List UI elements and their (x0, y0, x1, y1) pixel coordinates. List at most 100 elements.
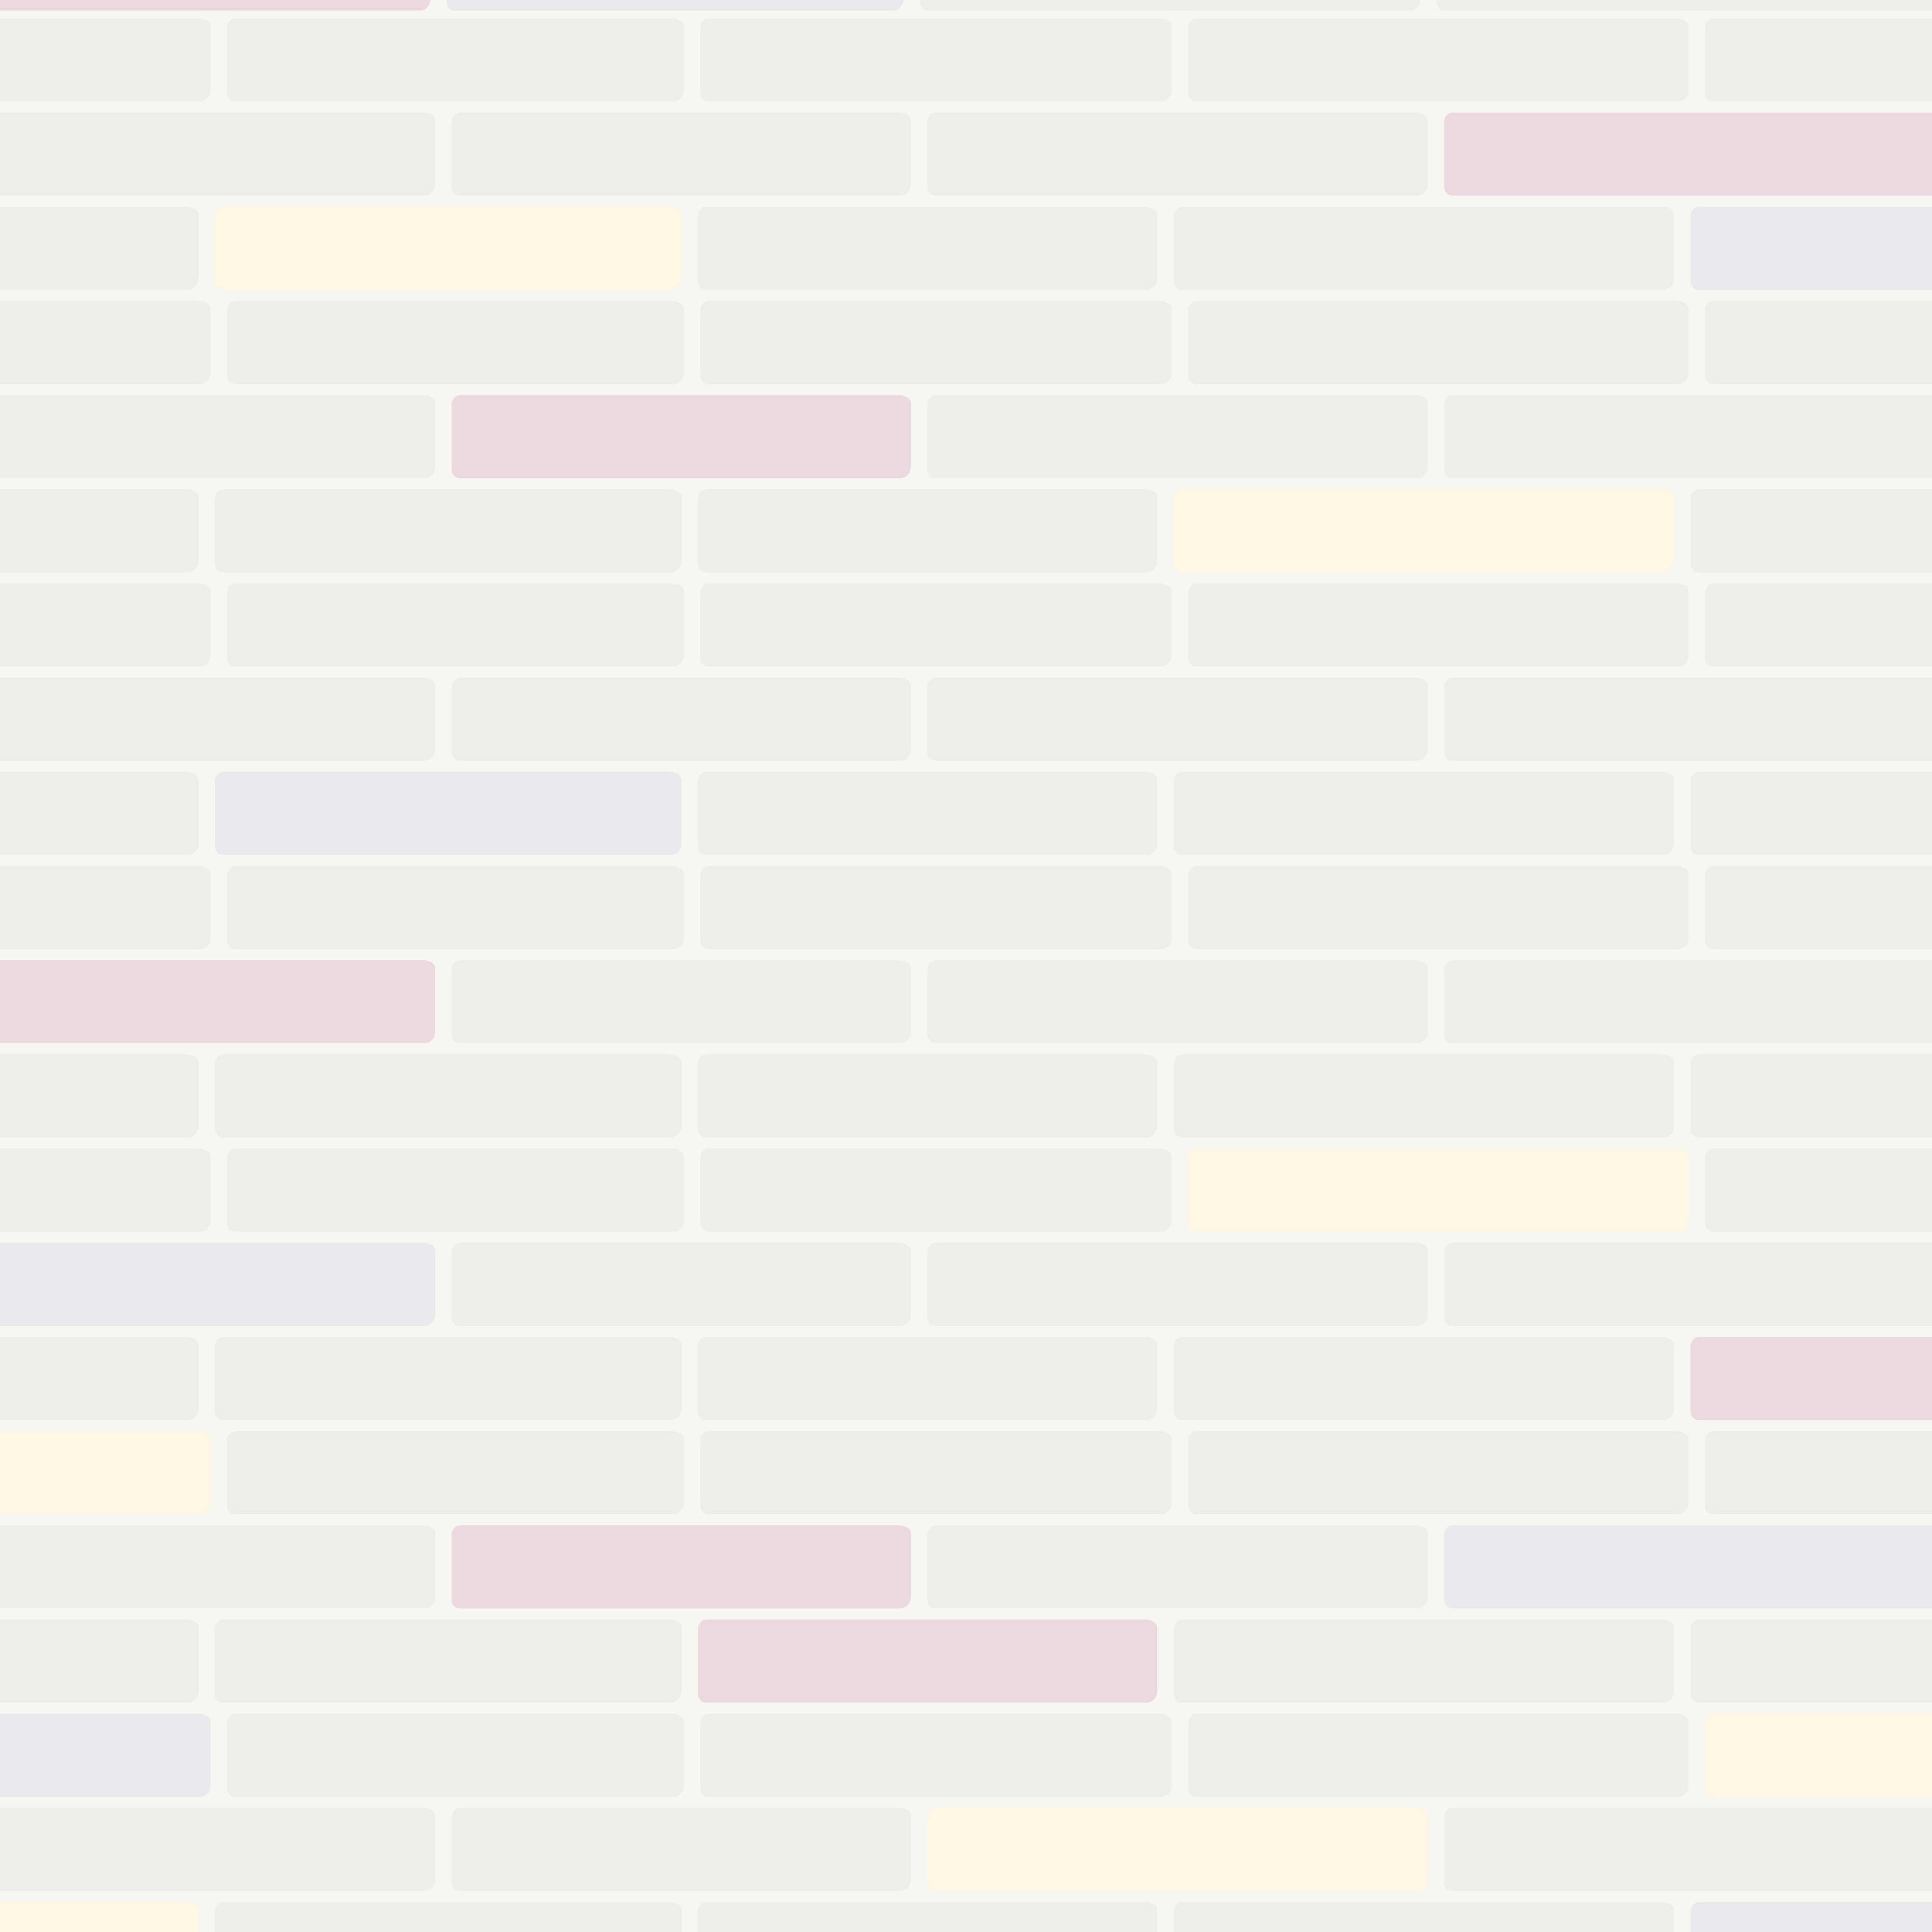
brick (1705, 866, 1932, 949)
brick (1188, 1714, 1689, 1797)
brick (0, 1243, 435, 1326)
brick (1444, 1808, 1932, 1891)
brick (1437, 0, 1932, 11)
brick (0, 1902, 199, 1932)
brick (700, 583, 1172, 667)
brick (927, 1243, 1428, 1326)
brick (215, 1902, 682, 1932)
brick (215, 772, 682, 855)
brick (700, 18, 1172, 101)
brick (1690, 1902, 1932, 1932)
brick (1188, 1149, 1689, 1232)
brick (227, 866, 684, 949)
brick (0, 1054, 199, 1137)
brick (452, 1525, 911, 1608)
brick (0, 113, 435, 196)
brick (700, 1431, 1172, 1514)
brick (700, 1149, 1172, 1232)
brick (215, 1619, 682, 1703)
brick (1705, 1431, 1932, 1514)
brick (215, 489, 682, 572)
brick (1444, 1525, 1932, 1608)
brick (920, 0, 1421, 11)
brick (1444, 395, 1932, 478)
brick (215, 1054, 682, 1137)
brick (1705, 301, 1932, 384)
brick (0, 1808, 435, 1891)
brick (1690, 489, 1932, 572)
brick (1705, 1149, 1932, 1232)
brick (227, 583, 684, 667)
brick (0, 18, 211, 101)
brick (1444, 1243, 1932, 1326)
brick (1174, 1902, 1674, 1932)
brick (0, 960, 435, 1043)
brick (1188, 18, 1689, 101)
brick (1705, 1714, 1932, 1797)
brick (1705, 18, 1932, 101)
brick (927, 1525, 1428, 1608)
brick (227, 1714, 684, 1797)
brick (1690, 1054, 1932, 1137)
brick (452, 678, 911, 761)
brick (0, 1619, 199, 1703)
brick (0, 678, 435, 761)
brick (215, 207, 682, 290)
brick (0, 1149, 211, 1232)
brick (452, 395, 911, 478)
brick (227, 18, 684, 101)
brick (0, 207, 199, 290)
brick (1174, 772, 1674, 855)
brick (1690, 772, 1932, 855)
brick (698, 1054, 1157, 1137)
brick (927, 960, 1428, 1043)
brick (1174, 1054, 1674, 1137)
brick (447, 0, 904, 11)
brick (1444, 960, 1932, 1043)
brick (927, 678, 1428, 761)
brick (1690, 207, 1932, 290)
brick (698, 1337, 1157, 1420)
brick (0, 489, 199, 572)
brick (0, 0, 430, 11)
brick (1444, 678, 1932, 761)
brick (1174, 207, 1674, 290)
brick (0, 772, 199, 855)
brick (1174, 1619, 1674, 1703)
brick (0, 866, 211, 949)
brick (700, 301, 1172, 384)
brick (927, 1808, 1428, 1891)
brick (1188, 866, 1689, 949)
brick (0, 1714, 211, 1797)
brick (1444, 113, 1932, 196)
brick (1690, 1337, 1932, 1420)
brick (1174, 1337, 1674, 1420)
brick (1188, 583, 1689, 667)
brick (0, 583, 211, 667)
brick (927, 395, 1428, 478)
brick (227, 1431, 684, 1514)
brick (1188, 1431, 1689, 1514)
brick (227, 1149, 684, 1232)
brick (700, 866, 1172, 949)
brick (698, 489, 1157, 572)
brick (1188, 301, 1689, 384)
brick (452, 1243, 911, 1326)
brick (698, 772, 1157, 855)
brick (452, 960, 911, 1043)
brick (1705, 583, 1932, 667)
brick (0, 395, 435, 478)
brick (1174, 489, 1674, 572)
brick (0, 301, 211, 384)
brick (698, 207, 1157, 290)
brick (698, 1902, 1157, 1932)
brick (1690, 1619, 1932, 1703)
brick (0, 1525, 435, 1608)
brick (0, 1337, 199, 1420)
brick (0, 1431, 211, 1514)
brick (698, 1619, 1157, 1703)
brick (700, 1714, 1172, 1797)
brick (452, 1808, 911, 1891)
brick (215, 1337, 682, 1420)
